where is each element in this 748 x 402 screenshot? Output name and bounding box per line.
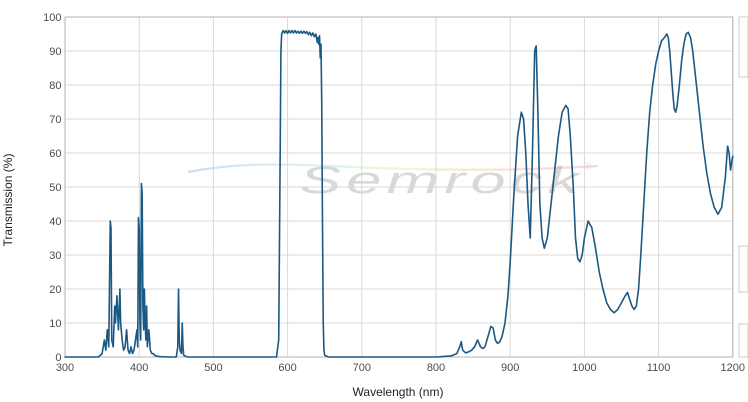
svg-text:1000: 1000 — [572, 362, 596, 374]
svg-text:60: 60 — [49, 148, 61, 160]
svg-text:700: 700 — [353, 362, 371, 374]
svg-text:30: 30 — [49, 250, 61, 262]
svg-text:10: 10 — [49, 318, 61, 330]
svg-text:800: 800 — [427, 362, 445, 374]
svg-text:500: 500 — [204, 362, 222, 374]
svg-text:100: 100 — [43, 12, 61, 24]
svg-text:1100: 1100 — [647, 362, 671, 374]
svg-text:600: 600 — [278, 362, 296, 374]
svg-text:900: 900 — [501, 362, 519, 374]
svg-text:Semrock: Semrock — [299, 160, 584, 202]
svg-text:90: 90 — [49, 46, 61, 58]
svg-text:Wavelength (nm): Wavelength (nm) — [353, 385, 444, 399]
svg-text:20: 20 — [49, 284, 61, 296]
svg-text:70: 70 — [49, 114, 61, 126]
svg-text:1200: 1200 — [721, 362, 745, 374]
svg-text:40: 40 — [49, 216, 61, 228]
svg-text:0: 0 — [55, 352, 61, 364]
svg-text:80: 80 — [49, 80, 61, 92]
svg-text:50: 50 — [49, 182, 61, 194]
svg-text:Transmission (%): Transmission (%) — [1, 154, 15, 247]
svg-text:400: 400 — [130, 362, 148, 374]
svg-text:®: ® — [584, 161, 592, 172]
